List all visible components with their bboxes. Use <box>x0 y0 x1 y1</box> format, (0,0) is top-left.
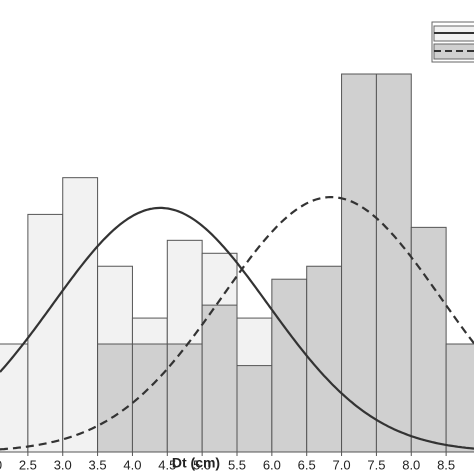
x-axis-label: Dt (cm) <box>172 455 220 471</box>
fit-curve <box>0 196 474 451</box>
x-tick-label: 3.5 <box>89 457 107 472</box>
bar <box>201 304 238 453</box>
bar <box>236 365 273 453</box>
fit-curve <box>0 206 474 450</box>
bar <box>62 177 99 453</box>
bar <box>0 343 29 453</box>
x-tick-label: 8.5 <box>437 457 455 472</box>
bar <box>410 226 447 453</box>
bar <box>166 343 203 453</box>
bar <box>445 343 474 453</box>
bar <box>271 278 308 453</box>
x-tick-label: 4.0 <box>123 457 141 472</box>
x-tick-label: 7.0 <box>333 457 351 472</box>
x-tick-label: 3.0 <box>54 457 72 472</box>
bar <box>341 73 377 453</box>
x-tick-label: 7.5 <box>367 457 385 472</box>
bar <box>375 73 412 453</box>
bar <box>97 343 133 453</box>
bar <box>306 265 343 453</box>
x-tick-label: 4.5 <box>158 457 176 472</box>
legend <box>431 21 474 63</box>
x-tick-label: 5.0 <box>193 457 211 472</box>
x-tick-label: 8.0 <box>402 457 420 472</box>
plot <box>0 73 474 456</box>
x-tick-label: 2.5 <box>19 457 37 472</box>
x-tick-label: 2.0 <box>0 457 2 472</box>
x-tick-label: 5.5 <box>228 457 246 472</box>
x-tick-label: 6.5 <box>298 457 316 472</box>
bar <box>27 213 64 453</box>
x-tick-label: 6.0 <box>263 457 281 472</box>
